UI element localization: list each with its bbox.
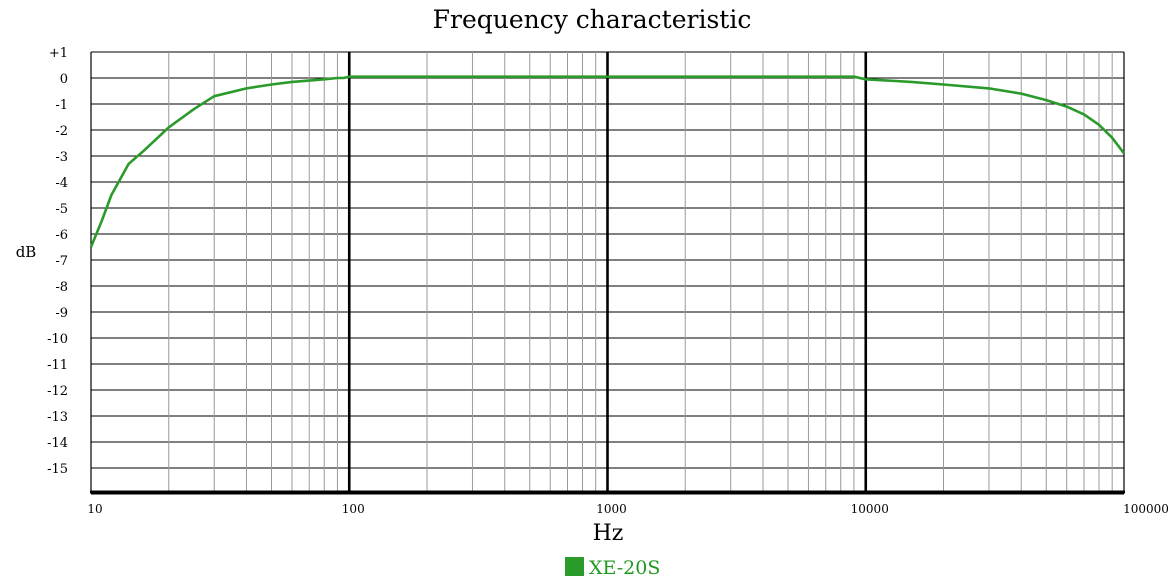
y-tick-label: -2	[55, 124, 68, 139]
y-tick-labels: +1 0 -1 -2 -3 -4 -5 -6 -7 -8 -9 -10 -11 -12 -13 -14 -15	[47, 46, 68, 477]
legend-swatch	[565, 557, 584, 576]
x-tick-label: 10	[87, 502, 102, 516]
series-lines	[89, 75, 1126, 248]
y-tick-label: -9	[55, 306, 68, 321]
y-tick-label: -6	[55, 228, 68, 243]
legend-label: XE-20S	[589, 557, 660, 579]
series-line	[89, 75, 1126, 248]
y-tick-label: -15	[47, 462, 68, 477]
chart-title: Frequency characteristic	[433, 5, 752, 34]
x-tick-label: 100000	[1123, 502, 1169, 516]
y-tick-label: -3	[55, 150, 68, 165]
legend: XE-20S	[565, 557, 660, 579]
y-tick-label: -13	[47, 410, 68, 425]
x-tick-label: 1000	[596, 502, 627, 516]
y-tick-label: -5	[55, 202, 68, 217]
y-axis-label: dB	[16, 243, 37, 261]
y-tick-label: -1	[55, 98, 68, 113]
x-tick-label: 10000	[851, 502, 889, 516]
y-tick-label: -8	[55, 280, 68, 295]
y-tick-label: -10	[47, 332, 68, 347]
y-tick-label: -7	[55, 254, 68, 269]
y-tick-label: -11	[47, 358, 68, 373]
y-tick-label: -4	[55, 176, 68, 191]
y-tick-label: +1	[49, 46, 68, 61]
y-tick-label: -14	[47, 436, 68, 451]
grid	[90, 51, 1125, 495]
x-tick-label: 100	[342, 502, 365, 516]
x-tick-labels: 10 100 1000 10000 100000	[87, 502, 1169, 516]
y-tick-label: -12	[47, 384, 68, 399]
x-axis-label: Hz	[593, 521, 624, 546]
y-tick-label: 0	[60, 72, 68, 87]
